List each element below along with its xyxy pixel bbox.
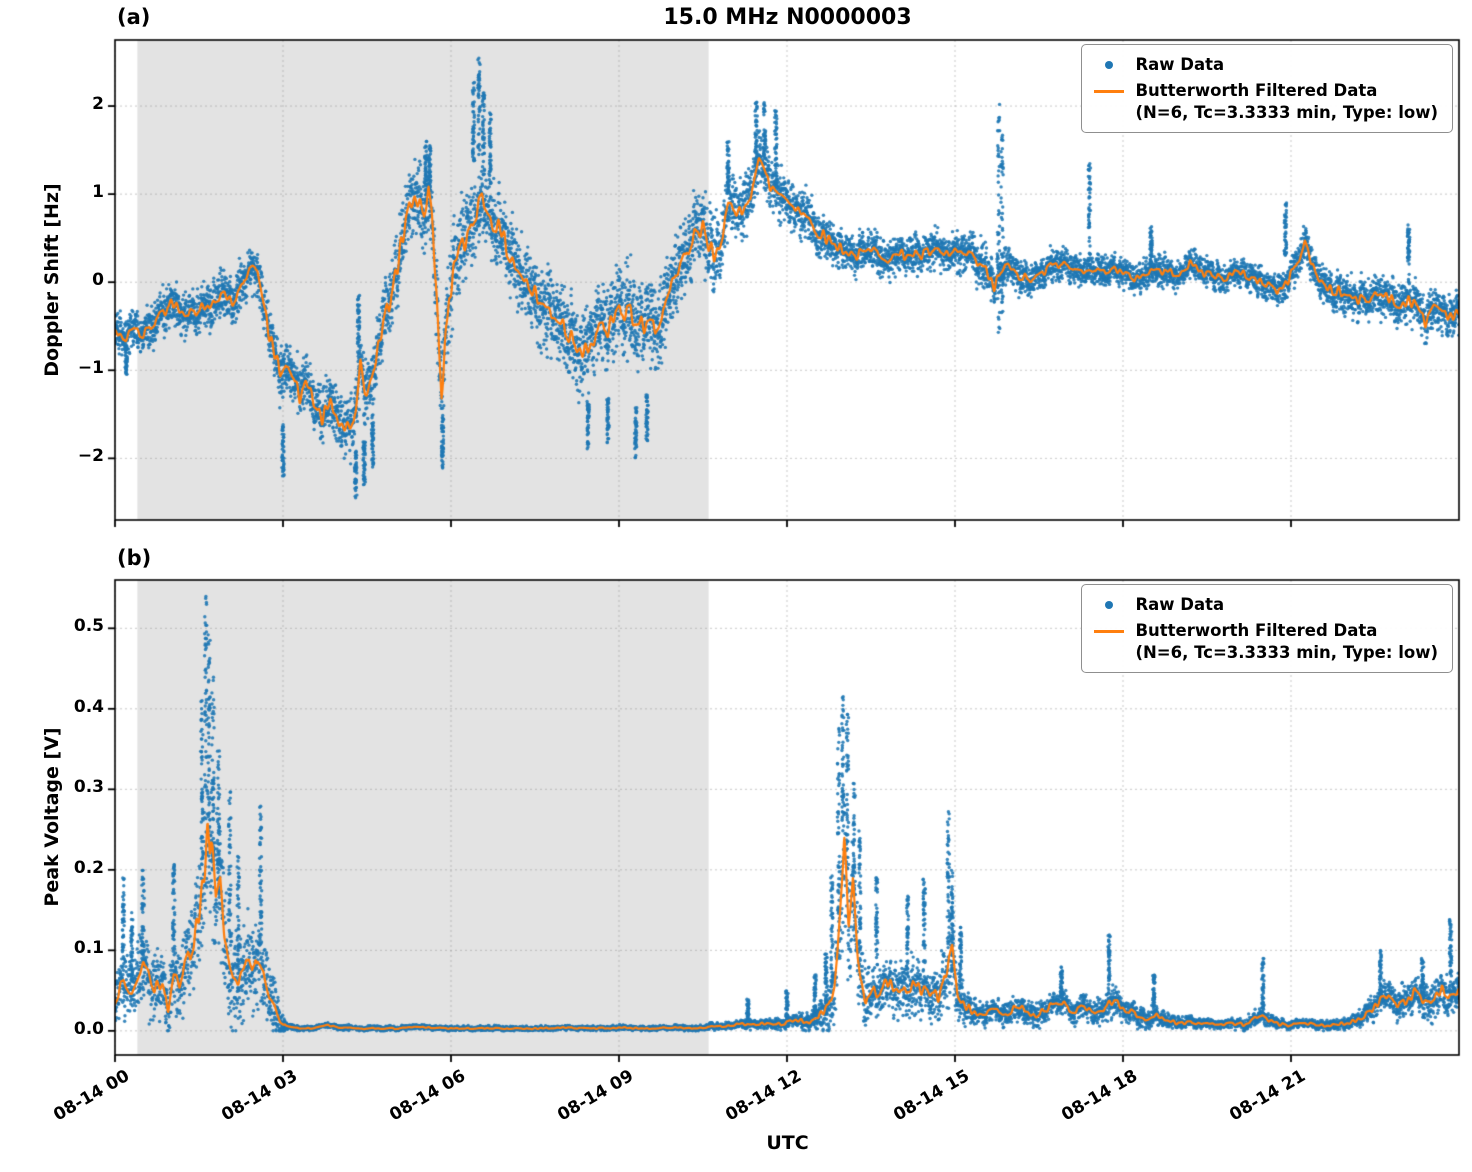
y-tick-label: 0.2 bbox=[73, 857, 104, 878]
y-tick-label: 0.3 bbox=[73, 777, 104, 798]
legend-marker-col bbox=[1092, 594, 1126, 609]
legend-entry-filtered: Butterworth Filtered Data (N=6, Tc=3.333… bbox=[1092, 80, 1438, 123]
legend-filtered-label: Butterworth Filtered Data bbox=[1135, 81, 1378, 101]
legend-entry-raw: Raw Data bbox=[1092, 54, 1438, 75]
legend-marker-col bbox=[1092, 620, 1126, 634]
y-tick-label: 0 bbox=[92, 270, 104, 291]
y-tick-label: −1 bbox=[77, 358, 104, 379]
panel-a-label: (a) bbox=[117, 5, 151, 29]
y-tick-label: 0.0 bbox=[73, 1018, 104, 1039]
y-axis-label-voltage: Peak Voltage [V] bbox=[41, 727, 63, 907]
y-tick-label: 0.1 bbox=[73, 938, 104, 959]
legend-filtered-params: (N=6, Tc=3.3333 min, Type: low) bbox=[1135, 642, 1438, 662]
legend-entry-raw: Raw Data bbox=[1092, 594, 1438, 615]
legend-panel-b: Raw Data Butterworth Filtered Data (N=6,… bbox=[1081, 584, 1453, 674]
legend-filtered-params: (N=6, Tc=3.3333 min, Type: low) bbox=[1135, 102, 1438, 122]
filtered-line-marker-icon bbox=[1094, 630, 1125, 634]
y-tick-label: −2 bbox=[77, 446, 104, 467]
y-tick-label: 2 bbox=[92, 94, 104, 115]
figure-title: 15.0 MHz N0000003 bbox=[663, 5, 912, 30]
legend-filtered-text: Butterworth Filtered Data (N=6, Tc=3.333… bbox=[1135, 80, 1438, 123]
legend-filtered-label: Butterworth Filtered Data bbox=[1135, 621, 1378, 641]
y-tick-label: 1 bbox=[92, 182, 104, 203]
y-axis-label-doppler: Doppler Shift [Hz] bbox=[41, 183, 63, 377]
y-tick-label: 0.5 bbox=[73, 616, 104, 637]
panel-b-label: (b) bbox=[117, 546, 152, 570]
legend-marker-col bbox=[1092, 54, 1126, 69]
filtered-line-marker-icon bbox=[1094, 90, 1125, 94]
legend-panel-a: Raw Data Butterworth Filtered Data (N=6,… bbox=[1081, 44, 1453, 134]
legend-marker-col bbox=[1092, 80, 1126, 94]
raw-data-marker-icon bbox=[1105, 601, 1114, 609]
legend-entry-filtered: Butterworth Filtered Data (N=6, Tc=3.333… bbox=[1092, 620, 1438, 663]
legend-raw-label: Raw Data bbox=[1135, 55, 1225, 74]
legend-raw-label: Raw Data bbox=[1135, 595, 1225, 614]
x-axis-label: UTC bbox=[766, 1132, 809, 1154]
legend-filtered-text: Butterworth Filtered Data (N=6, Tc=3.333… bbox=[1135, 620, 1438, 663]
raw-data-marker-icon bbox=[1105, 61, 1114, 69]
y-tick-label: 0.4 bbox=[73, 696, 104, 717]
